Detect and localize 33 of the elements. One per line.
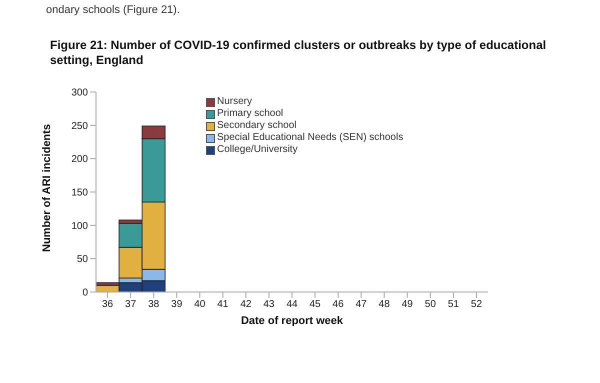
x-tick-label: 52 <box>470 299 482 310</box>
legend-label: Secondary school <box>217 120 296 132</box>
y-tick-label: 0 <box>82 288 88 299</box>
x-tick-label: 47 <box>356 299 368 310</box>
x-axis-title: Date of report week <box>240 315 344 327</box>
x-tick-label: 39 <box>171 299 183 310</box>
legend-label: Primary school <box>217 108 284 120</box>
x-tick-label: 41 <box>217 299 229 310</box>
legend-label: College/University <box>217 144 298 156</box>
y-tick-label: 200 <box>71 154 88 166</box>
y-tick-label: 250 <box>71 120 88 132</box>
text: ondary schools (Figure 21). <box>46 4 180 16</box>
y-tick-label: 150 <box>71 188 88 199</box>
x-tick-label: 45 <box>309 299 322 310</box>
x-tick-label: 51 <box>448 299 460 310</box>
x-tick-label: 36 <box>102 299 114 310</box>
y-axis-title: Number of ARI incidents <box>40 124 53 252</box>
x-tick-label: 38 <box>148 299 160 310</box>
x-tick-label: 49 <box>402 299 414 310</box>
x-tick-label: 43 <box>263 299 275 310</box>
legend-label: Nursery <box>217 96 252 108</box>
chart-title: Figure 21: Number of COVID-19 confirmed clusters or outbreaks by type of educational setting, England <box>50 38 548 68</box>
x-tick-label: 37 <box>125 299 137 310</box>
x-tick-label: 40 <box>194 299 206 310</box>
legend-label: Special Educational Needs (SEN) schools <box>217 132 404 144</box>
y-tick-label: 300 <box>71 88 88 99</box>
x-tick-label: 48 <box>378 299 390 310</box>
x-tick-label: 44 <box>286 299 298 310</box>
x-tick-label: 46 <box>332 299 344 310</box>
y-tick-label: 50 <box>76 254 88 266</box>
y-tick-label: 100 <box>71 220 88 232</box>
x-tick-label: 50 <box>424 299 436 310</box>
x-tick-label: 42 <box>240 299 252 310</box>
